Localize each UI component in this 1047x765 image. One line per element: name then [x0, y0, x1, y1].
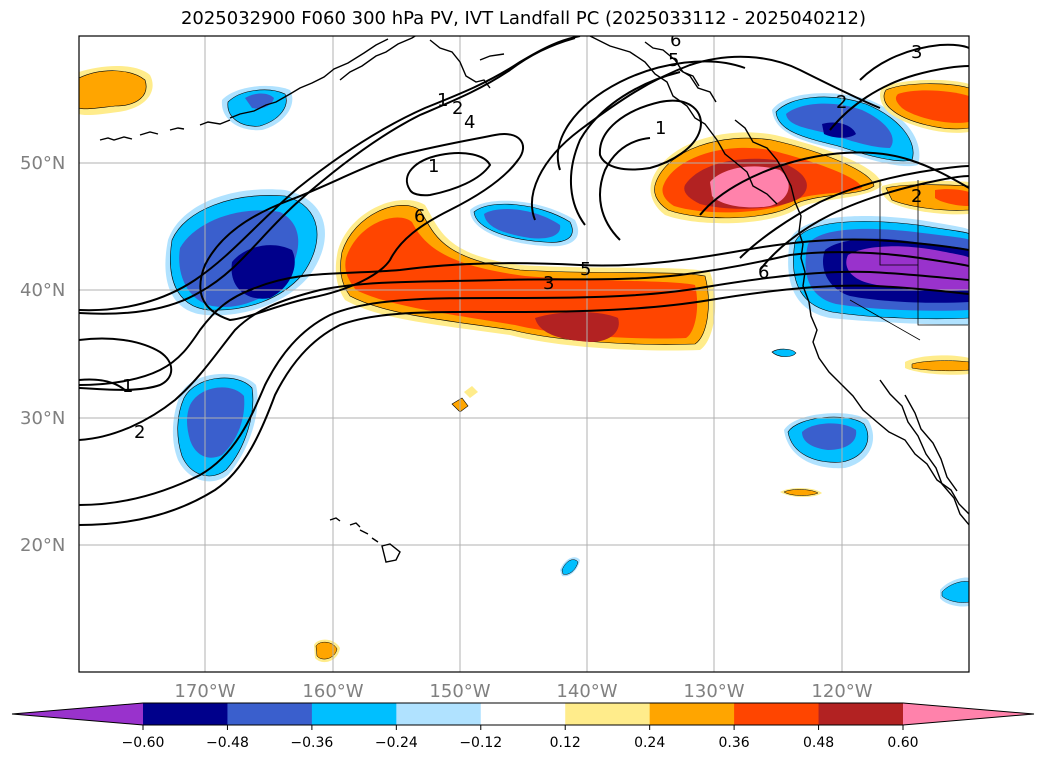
colorbar-segment [143, 703, 228, 725]
lon-label-120w: 120°W [811, 681, 872, 702]
lat-label-50n: 50°N [20, 153, 65, 174]
colorbar: −0.60 −0.48 −0.36 −0.24 −0.12 0.12 0.24 0.36 0.4… [11, 702, 1035, 751]
map-title: 2025032900 F060 300 hPa PV, IVT Landfall… [180, 8, 867, 29]
contour-labels: 1 2 4 1 6 5 3 6 1 2 1 2 3 6 5 2 [122, 30, 922, 443]
anomaly-small-4 [941, 581, 969, 603]
pv-contours [79, 36, 969, 526]
lon-label-140w: 140°W [556, 681, 617, 702]
contour-label: 1 [655, 118, 666, 139]
anomaly-neg-northeast [772, 93, 920, 167]
contour-label: 2 [134, 422, 145, 443]
anomaly-neg-subtropical-east [784, 413, 874, 469]
contour-label: 5 [668, 50, 679, 71]
colorbar-tick-label: 0.36 [719, 735, 750, 751]
colorbar-tick-label: −0.48 [206, 735, 249, 751]
colorbar-tick-label: −0.60 [122, 735, 165, 751]
lon-label-150w: 150°W [429, 681, 490, 702]
lon-label-130w: 130°W [683, 681, 744, 702]
map-content: 1 2 4 1 6 5 3 6 1 2 1 2 3 6 5 2 [79, 30, 969, 672]
lat-label-40n: 40°N [20, 280, 65, 301]
colorbar-segment [480, 703, 566, 725]
colorbar-tick-label: 0.24 [634, 735, 665, 751]
colorbar-tick-label: −0.24 [375, 735, 418, 751]
colorbar-segment [311, 703, 397, 725]
contour-label: 4 [464, 112, 475, 133]
colorbar-segment [649, 703, 735, 725]
lon-label-170w: 170°W [174, 681, 235, 702]
contour-label: 2 [452, 98, 463, 119]
colorbar-extend-high [903, 703, 1034, 725]
colorbar-tick-label: −0.12 [459, 735, 502, 751]
anomaly-small-1 [771, 348, 797, 357]
anomaly-neg-subtropical-west [172, 373, 258, 482]
anomaly-pos-nw [79, 66, 153, 116]
anomaly-small-7 [464, 386, 478, 398]
gridlines [79, 36, 969, 672]
colorbar-tick-label: −0.36 [290, 735, 333, 751]
anomaly-small-3 [561, 559, 579, 575]
colorbar-segment [818, 703, 904, 725]
map-frame [78, 35, 970, 673]
colorbar-tick-label: 0.60 [887, 735, 918, 751]
contour-label: 1 [122, 376, 133, 397]
lat-label-20n: 20°N [20, 535, 65, 556]
colorbar-segment [734, 703, 820, 725]
lat-label-30n: 30°N [20, 408, 65, 429]
anomaly-neg-nw [221, 85, 293, 131]
contour-label: 5 [580, 259, 591, 280]
anomaly-pos-far-northeast [880, 79, 969, 133]
colorbar-segment [396, 703, 482, 725]
latitude-labels: 50°N 40°N 30°N 20°N [20, 153, 65, 556]
contour-label: 3 [543, 273, 554, 294]
coastlines [99, 36, 969, 563]
colorbar-segment [565, 703, 651, 725]
anomaly-neg-gulf [470, 200, 579, 247]
longitude-labels: 170°W 160°W 150°W 140°W 130°W 120°W [174, 681, 872, 702]
contour-label: 3 [911, 42, 922, 63]
contour-label: 1 [428, 156, 439, 177]
anomaly-small-8 [911, 360, 969, 372]
colorbar-segment [227, 703, 313, 725]
colorbar-extend-low [12, 703, 143, 725]
contour-label: 6 [670, 30, 681, 51]
contour-label: 6 [414, 206, 425, 227]
contour-label: 1 [437, 90, 448, 111]
contour-label: 2 [911, 186, 922, 207]
colorbar-tick-label: 0.12 [550, 735, 581, 751]
lon-label-160w: 160°W [302, 681, 363, 702]
colorbar-tick-label: 0.48 [803, 735, 834, 751]
anomaly-neg-west-coast [788, 216, 969, 325]
contour-label: 6 [758, 262, 769, 283]
anomaly-small-5 [315, 641, 338, 660]
contour-label: 2 [836, 92, 847, 113]
